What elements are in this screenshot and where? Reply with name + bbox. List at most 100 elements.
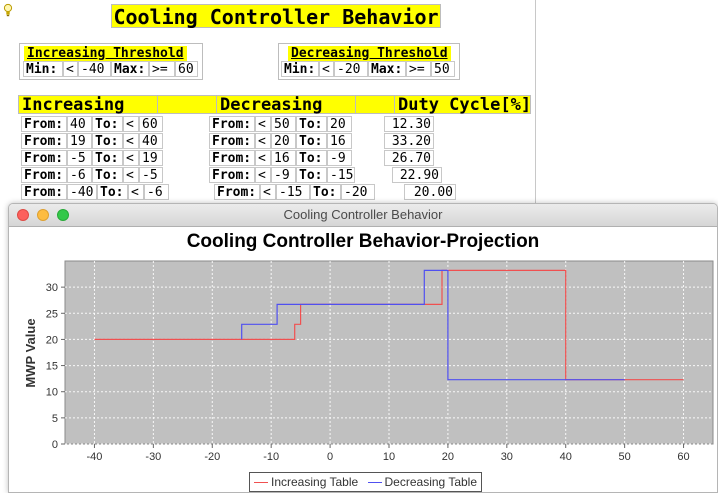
- inc-op-select[interactable]: <: [123, 150, 139, 166]
- decreasing-threshold-header: Decreasing Threshold: [288, 46, 451, 61]
- table-cell: To:: [296, 133, 327, 149]
- table-cell: From:: [209, 150, 255, 166]
- inc-max-label: Max:: [111, 61, 149, 77]
- plot-area: [64, 260, 714, 445]
- table-cell: To:: [296, 167, 327, 183]
- table-cell: To:: [92, 167, 123, 183]
- dec-op-select[interactable]: <: [255, 133, 271, 149]
- duty-cycle-input[interactable]: 20.00: [404, 184, 456, 200]
- dec-op-select[interactable]: <: [255, 116, 271, 132]
- chart-window: Cooling Controller Behavior Cooling Cont…: [8, 203, 718, 493]
- inc-from-input[interactable]: -40: [67, 184, 97, 200]
- inc-max-input[interactable]: 60: [175, 61, 198, 77]
- inc-max-operator[interactable]: >=: [149, 61, 175, 77]
- x-tick-label: -40: [87, 451, 103, 463]
- inc-to-input[interactable]: -6: [144, 184, 169, 200]
- decreasing-header-spacer: [355, 95, 395, 114]
- y-tick-label: 25: [46, 308, 58, 320]
- dec-from-input[interactable]: -9: [271, 167, 296, 183]
- dec-max-label: Max:: [368, 61, 406, 77]
- increasing-threshold-header: Increasing Threshold: [24, 46, 187, 61]
- dec-from-input[interactable]: -15: [276, 184, 310, 200]
- series-layer: [94, 269, 684, 381]
- x-tick-label: 20: [442, 451, 454, 463]
- inc-op-select[interactable]: <: [123, 167, 139, 183]
- dec-to-input[interactable]: -9: [327, 150, 352, 166]
- table-cell: To:: [92, 133, 123, 149]
- grid-lines: [65, 261, 713, 445]
- inc-from-input[interactable]: 40: [67, 116, 92, 132]
- lightbulb-icon[interactable]: [3, 3, 13, 17]
- dec-min-operator[interactable]: <: [319, 61, 334, 77]
- duty-cycle-input[interactable]: 22.90: [392, 167, 442, 183]
- table-cell: From:: [209, 116, 255, 132]
- duty-cycle-input[interactable]: 33.20: [384, 133, 434, 149]
- projection-chart: Cooling Controller Behavior-Projection 0…: [23, 231, 714, 463]
- maximize-icon[interactable]: [57, 209, 69, 221]
- table-cell: To:: [92, 150, 123, 166]
- dec-op-select[interactable]: <: [255, 150, 271, 166]
- dec-max-input[interactable]: 50: [431, 61, 455, 77]
- table-cell: From:: [21, 167, 67, 183]
- increasing-header-spacer: [157, 95, 217, 114]
- dec-max-operator[interactable]: >=: [406, 61, 431, 77]
- inc-to-input[interactable]: 40: [139, 133, 163, 149]
- dec-op-select[interactable]: <: [260, 184, 276, 200]
- table-cell: From:: [21, 184, 67, 200]
- dec-to-input[interactable]: 16: [327, 133, 352, 149]
- x-tick-label: 50: [619, 451, 631, 463]
- inc-to-input[interactable]: 19: [139, 150, 163, 166]
- inc-min-operator[interactable]: <: [63, 61, 78, 77]
- inc-op-select[interactable]: <: [123, 133, 139, 149]
- table-cell: From:: [21, 116, 67, 132]
- y-tick-label: 15: [46, 361, 58, 373]
- page-title: Cooling Controller Behavior: [111, 4, 441, 29]
- increasing-column-header: Increasing: [18, 95, 158, 114]
- dec-to-input[interactable]: -20: [341, 184, 375, 200]
- legend-swatch-decreasing: [367, 482, 382, 484]
- x-tick-label: 10: [383, 451, 395, 463]
- table-cell: From:: [21, 133, 67, 149]
- duty-cycle-input[interactable]: 26.70: [384, 150, 434, 166]
- inc-from-input[interactable]: 19: [67, 133, 92, 149]
- inc-min-label: Min:: [23, 61, 63, 77]
- minimize-icon[interactable]: [37, 209, 49, 221]
- inc-min-input[interactable]: -40: [78, 61, 111, 77]
- dec-from-input[interactable]: 16: [271, 150, 296, 166]
- dec-min-input[interactable]: -20: [334, 61, 368, 77]
- y-tick-label: 0: [52, 439, 58, 451]
- table-cell: From:: [21, 150, 67, 166]
- inc-to-input[interactable]: -5: [139, 167, 163, 183]
- close-icon[interactable]: [17, 209, 29, 221]
- dec-to-input[interactable]: -15: [327, 167, 355, 183]
- x-tick-label: 0: [327, 451, 333, 463]
- window-title: Cooling Controller Behavior: [283, 207, 443, 222]
- dec-from-input[interactable]: 50: [271, 116, 296, 132]
- decreasing-series-line: [241, 269, 625, 381]
- inc-from-input[interactable]: -5: [67, 150, 92, 166]
- duty-cycle-input[interactable]: 12.30: [384, 116, 434, 132]
- inc-to-input[interactable]: 60: [139, 116, 163, 132]
- legend-label-decreasing: Decreasing Table: [384, 475, 478, 489]
- duty-cycle-column-header: Duty Cycle[%]: [394, 95, 531, 114]
- chart-panel: Cooling Controller Behavior-Projection 0…: [9, 227, 717, 492]
- table-cell: To:: [296, 116, 327, 132]
- table-cell: To:: [97, 184, 128, 200]
- inc-op-select[interactable]: <: [123, 116, 139, 132]
- inc-from-input[interactable]: -6: [67, 167, 92, 183]
- controller-editor-panel: Cooling Controller Behavior Increasing T…: [0, 0, 536, 205]
- table-cell: To:: [310, 184, 341, 200]
- x-tick-label: -20: [204, 451, 220, 463]
- x-tick-label: -30: [145, 451, 161, 463]
- table-cell: From:: [209, 167, 255, 183]
- dec-from-input[interactable]: 20: [271, 133, 296, 149]
- decreasing-column-header: Decreasing: [216, 95, 356, 114]
- chart-title: Cooling Controller Behavior-Projection: [187, 231, 540, 252]
- inc-op-select[interactable]: <: [128, 184, 144, 200]
- table-cell: From:: [209, 133, 255, 149]
- dec-to-input[interactable]: 20: [327, 116, 352, 132]
- window-titlebar[interactable]: Cooling Controller Behavior: [9, 204, 717, 227]
- legend-label-increasing: Increasing Table: [271, 475, 359, 489]
- dec-op-select[interactable]: <: [255, 167, 271, 183]
- x-tick-label: 60: [677, 451, 689, 463]
